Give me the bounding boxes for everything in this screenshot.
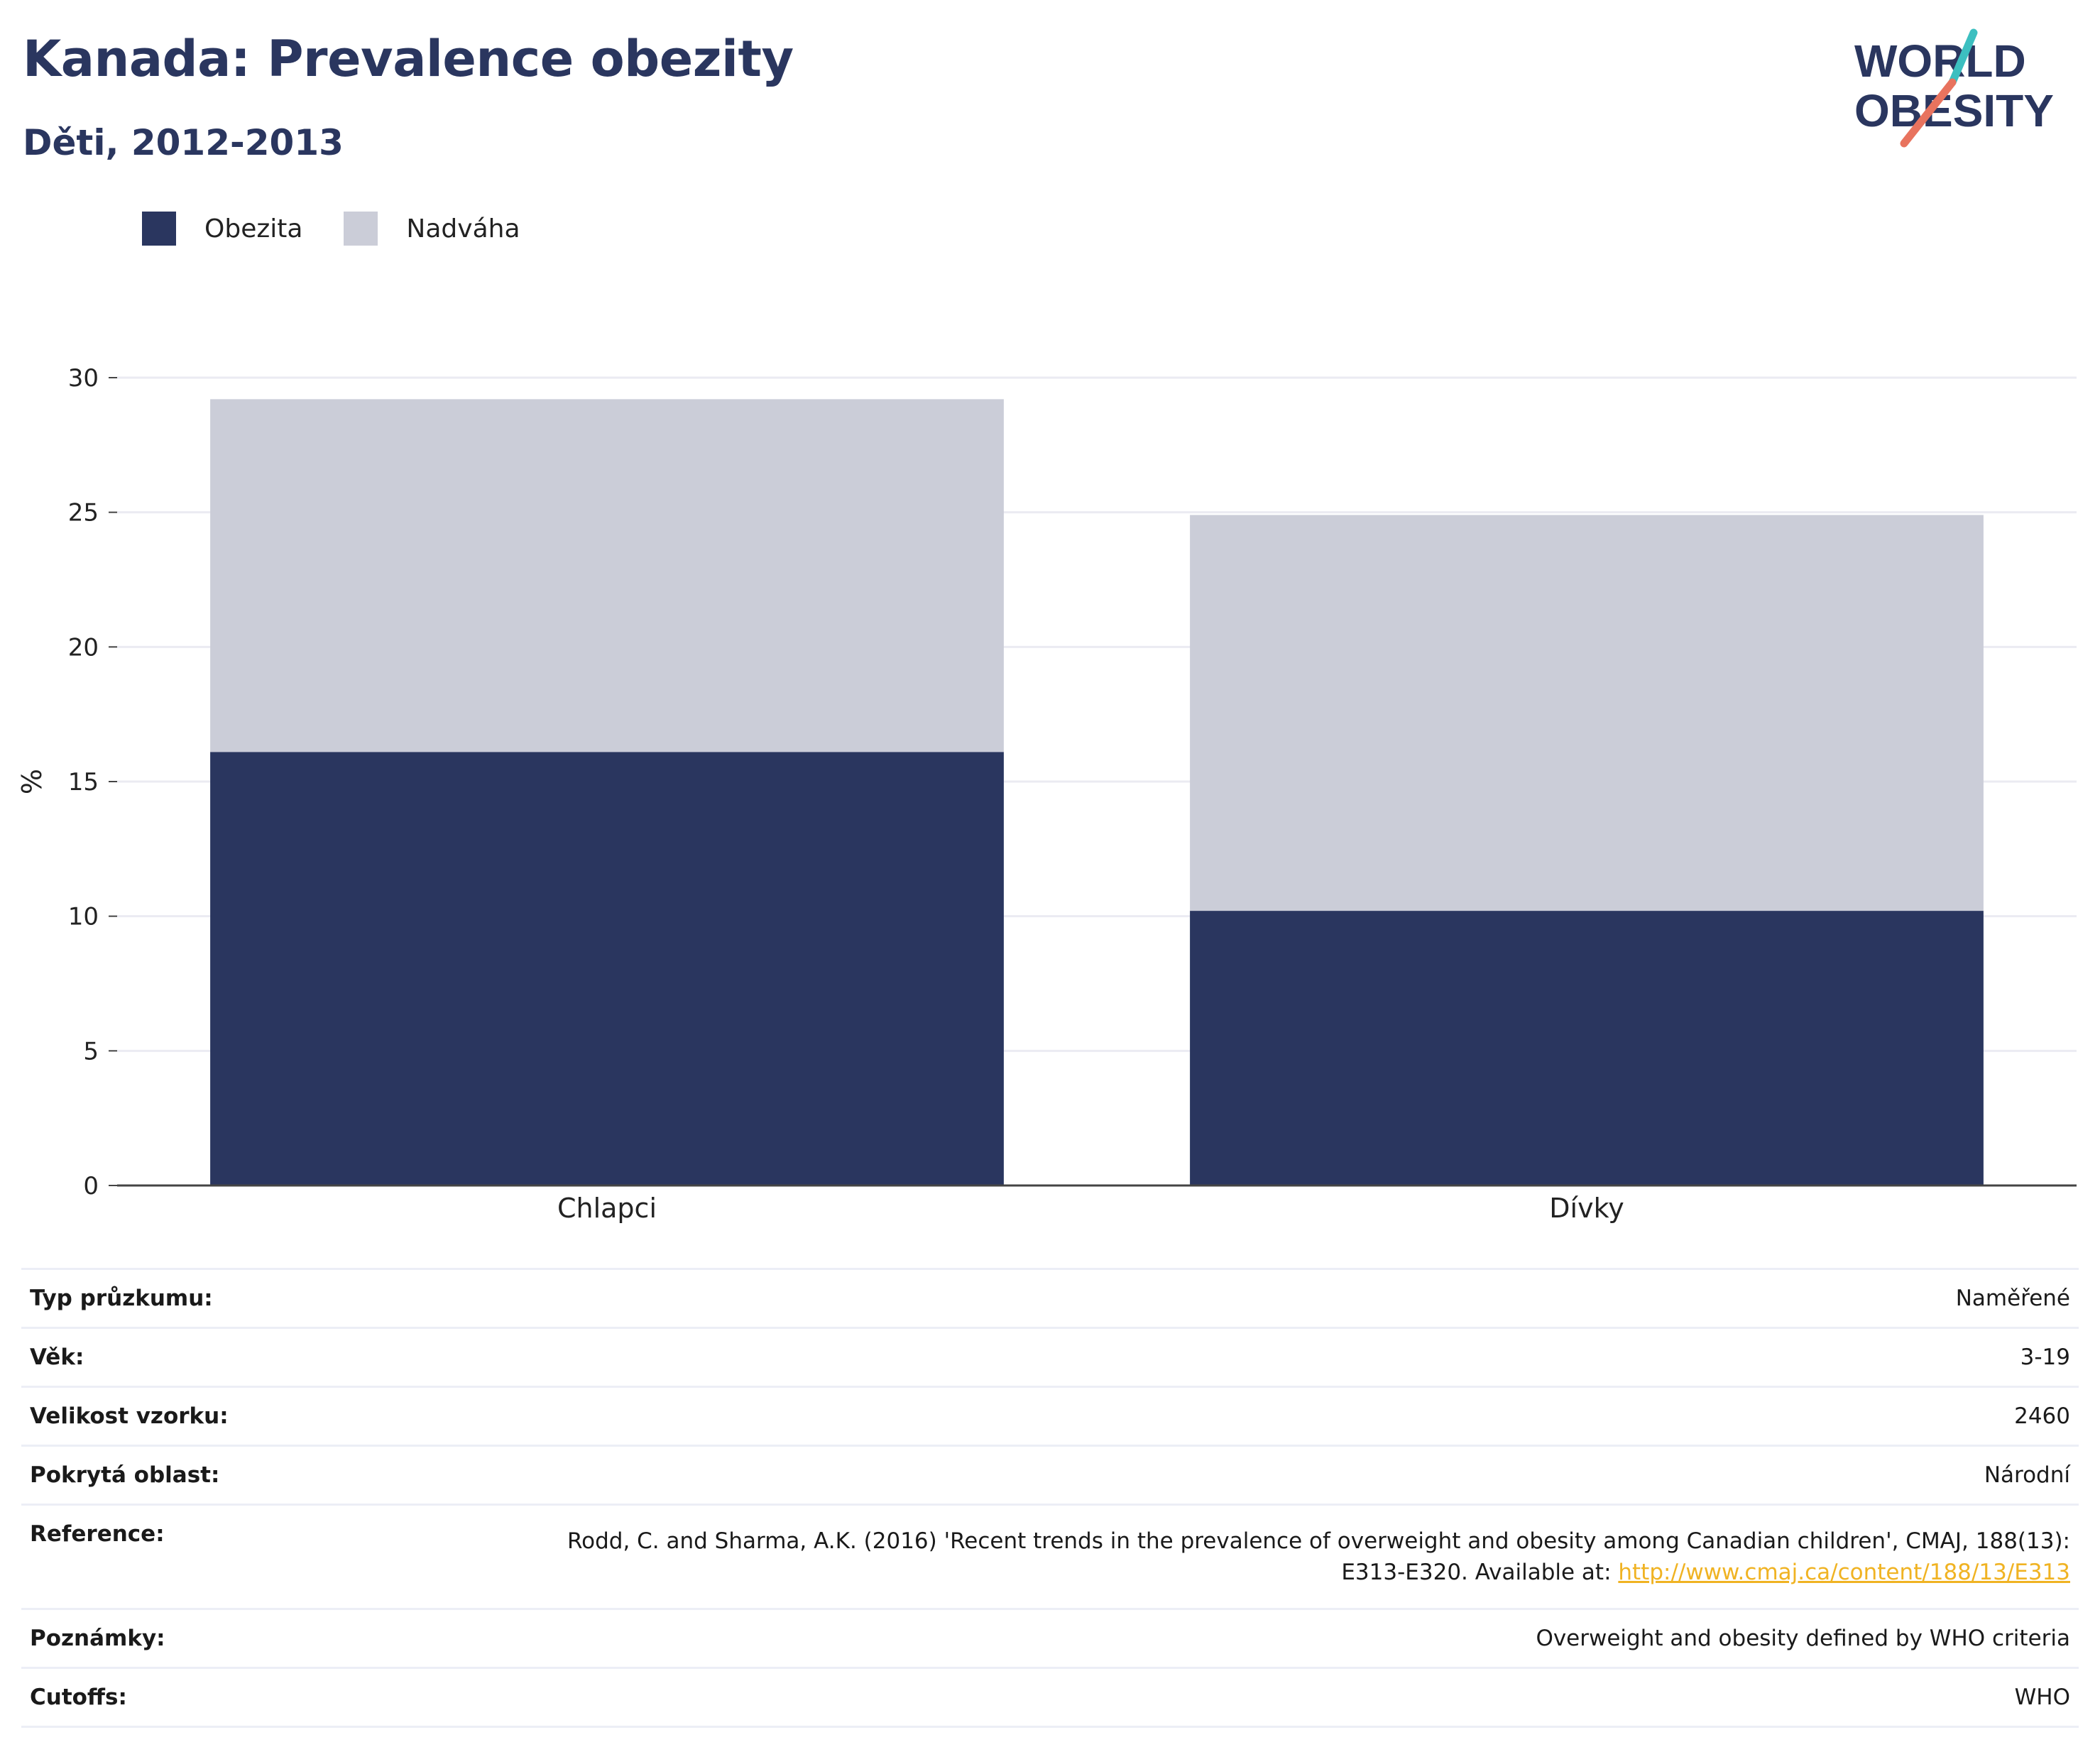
table-row: Věk: 3-19: [21, 1327, 2079, 1387]
legend-swatch-overweight: [344, 212, 378, 246]
y-tick-label: 5: [83, 1037, 99, 1066]
table-row: Cutoffs: WHO: [21, 1667, 2079, 1727]
row-label-coverage: Pokrytá oblast:: [30, 1462, 220, 1488]
chart-subtitle: Děti, 2012-2013: [23, 122, 344, 163]
legend-item-overweight[interactable]: Nadváha: [344, 212, 520, 246]
y-tick-label: 0: [83, 1172, 99, 1200]
legend-label-overweight: Nadváha: [406, 214, 520, 243]
chart-legend: Obezita Nadváha: [142, 212, 562, 246]
stacked-bar-chart: 0 5 10 15 20 25 30 Chlapci Dívky%: [16, 364, 2077, 1224]
table-row: Reference: Rodd, C. and Sharma, A.K. (20…: [21, 1504, 2079, 1609]
bar-overweight-1: [1190, 515, 1984, 911]
y-tick-label: 15: [68, 768, 99, 796]
row-value-reference: Rodd, C. and Sharma, A.K. (2016) 'Recent…: [535, 1505, 2079, 1609]
table-row: Pokrytá oblast: Národní: [21, 1445, 2079, 1505]
logo-word-world: WORLD: [1854, 35, 2026, 87]
x-tick-label: Chlapci: [557, 1193, 657, 1224]
bar-obesity-0: [210, 752, 1004, 1185]
reference-text-line2: E313-E320. Available at:: [1341, 1560, 1619, 1585]
y-tick-label: 30: [68, 364, 99, 393]
logo-slash-teal: [1948, 28, 1978, 87]
logo-word-obesity: OBESITY: [1854, 85, 2054, 136]
x-tick-label: Dívky: [1549, 1193, 1624, 1224]
legend-item-obesity[interactable]: Obezita: [142, 212, 302, 246]
legend-swatch-obesity: [142, 212, 176, 246]
row-value-notes: Overweight and obesity defined by WHO cr…: [1536, 1626, 2070, 1651]
world-obesity-logo: WORLD OBESITY: [1854, 28, 2054, 148]
bar-overweight-0: [210, 399, 1004, 752]
bar-obesity-1: [1190, 911, 1984, 1185]
row-value-cutoffs: WHO: [2014, 1685, 2070, 1710]
row-value-survey-type: Naměřené: [1955, 1286, 2070, 1311]
row-label-sample-size: Velikost vzorku:: [30, 1403, 229, 1429]
survey-info-table: Typ průzkumu: Naměřené Věk: 3-19 Velikos…: [21, 1268, 2079, 1728]
y-tick-label: 10: [68, 903, 99, 931]
table-row: Typ průzkumu: Naměřené: [21, 1269, 2079, 1328]
y-axis-label: %: [16, 769, 48, 794]
row-label-survey-type: Typ průzkumu:: [30, 1286, 213, 1311]
row-value-coverage: Národní: [1984, 1462, 2070, 1488]
y-tick-label: 25: [68, 499, 99, 527]
row-value-sample-size: 2460: [2014, 1403, 2070, 1429]
logo-slash-coral: [1900, 78, 1957, 148]
row-label-cutoffs: Cutoffs:: [30, 1685, 127, 1710]
row-label-age: Věk:: [30, 1345, 84, 1370]
reference-text-line1: Rodd, C. and Sharma, A.K. (2016) 'Recent…: [567, 1528, 2070, 1554]
legend-label-obesity: Obezita: [204, 214, 303, 243]
table-row: Poznámky: Overweight and obesity defined…: [21, 1609, 2079, 1668]
row-value-age: 3-19: [2020, 1345, 2070, 1370]
row-label-reference: Reference:: [30, 1521, 165, 1547]
y-tick-label: 20: [68, 633, 99, 662]
chart-title: Kanada: Prevalence obezity: [23, 30, 794, 88]
row-label-notes: Poznámky:: [30, 1626, 165, 1651]
reference-link[interactable]: http://www.cmaj.ca/content/188/13/E313: [1618, 1560, 2070, 1585]
table-row: Velikost vzorku: 2460: [21, 1386, 2079, 1446]
